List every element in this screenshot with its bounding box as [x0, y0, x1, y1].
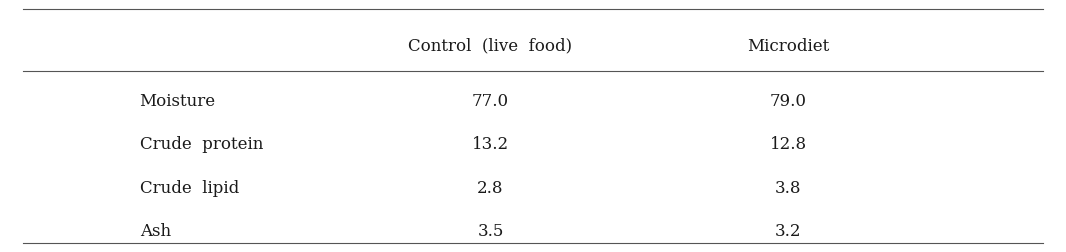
Text: 12.8: 12.8 [770, 136, 807, 153]
Text: Crude  lipid: Crude lipid [140, 180, 239, 197]
Text: Crude  protein: Crude protein [140, 136, 263, 153]
Text: 13.2: 13.2 [472, 136, 510, 153]
Text: Microdiet: Microdiet [747, 38, 829, 55]
Text: 3.2: 3.2 [775, 224, 802, 240]
Text: 3.8: 3.8 [775, 180, 802, 197]
Text: 79.0: 79.0 [770, 92, 807, 110]
Text: Control  (live  food): Control (live food) [408, 38, 572, 55]
Text: 3.5: 3.5 [478, 224, 503, 240]
Text: 2.8: 2.8 [478, 180, 504, 197]
Text: Moisture: Moisture [140, 92, 215, 110]
Text: 77.0: 77.0 [472, 92, 510, 110]
Text: Ash: Ash [140, 224, 171, 240]
